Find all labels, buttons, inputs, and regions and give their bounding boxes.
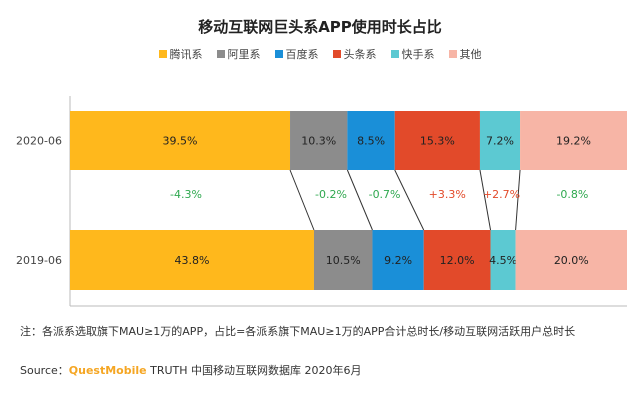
legend: 腾讯系 阿里系 百度系 头条系 快手系 其他 bbox=[0, 46, 640, 62]
bar-segment bbox=[394, 111, 480, 170]
connector-line bbox=[515, 169, 521, 231]
legend-label: 快手系 bbox=[401, 48, 435, 61]
data-label: 7.2% bbox=[486, 135, 514, 148]
bar-segment bbox=[290, 111, 348, 170]
data-label: 10.3% bbox=[301, 135, 336, 148]
change-label: +3.3% bbox=[429, 188, 466, 201]
data-label: 39.5% bbox=[163, 135, 198, 148]
chart-title: 移动互联网巨头系APP使用时长占比 bbox=[198, 18, 442, 36]
connector-line bbox=[289, 169, 315, 231]
legend-swatch bbox=[216, 50, 225, 58]
data-label: 4.5% bbox=[489, 254, 517, 267]
legend-swatch bbox=[332, 50, 341, 58]
bar-segment bbox=[479, 111, 521, 170]
legend-label: 腾讯系 bbox=[169, 48, 203, 61]
category-tick-label: 2019-06 bbox=[16, 254, 62, 267]
legend-label: 百度系 bbox=[285, 48, 319, 61]
legend-swatch bbox=[448, 50, 457, 58]
bar-segment bbox=[520, 111, 627, 170]
legend-label: 头条系 bbox=[343, 48, 377, 61]
bar-segment bbox=[347, 111, 395, 170]
data-label: 10.5% bbox=[326, 254, 361, 267]
bar-segment bbox=[313, 230, 373, 290]
connector-line bbox=[346, 169, 373, 231]
legend-item: 阿里系 bbox=[216, 46, 261, 62]
data-label: 19.2% bbox=[556, 135, 591, 148]
legend-label: 其他 bbox=[459, 48, 482, 61]
change-label: -0.2% bbox=[315, 188, 347, 201]
category-tick-label: 2020-06 bbox=[16, 135, 62, 148]
bar-segment bbox=[423, 230, 491, 290]
bar-segment bbox=[70, 111, 291, 170]
change-label: -0.7% bbox=[369, 188, 401, 201]
change-label: +2.7% bbox=[483, 188, 520, 201]
legend-item: 百度系 bbox=[274, 46, 319, 62]
legend-item: 腾讯系 bbox=[158, 46, 203, 62]
legend-swatch bbox=[390, 50, 399, 58]
bar-segment bbox=[372, 230, 424, 290]
footnote: 注：各派系选取旗下MAU≥1万的APP，占比=各派系旗下MAU≥1万的APP合计… bbox=[20, 325, 576, 338]
source-brand: QuestMobile bbox=[68, 364, 147, 377]
data-label: 15.3% bbox=[420, 135, 455, 148]
data-label: 9.2% bbox=[384, 254, 412, 267]
source-line: Source：QuestMobile TRUTH 中国移动互联网数据库 2020… bbox=[20, 362, 362, 378]
legend-item: 头条系 bbox=[332, 46, 377, 62]
legend-swatch bbox=[274, 50, 283, 58]
legend-label: 阿里系 bbox=[227, 48, 261, 61]
source-prefix: Source： bbox=[20, 364, 69, 377]
connector-line bbox=[479, 169, 492, 231]
source-rest: TRUTH 中国移动互联网数据库 2020年6月 bbox=[146, 364, 362, 377]
legend-swatch bbox=[158, 50, 167, 58]
bar-segment bbox=[490, 230, 516, 290]
change-label: -0.8% bbox=[556, 188, 588, 201]
bar-segment bbox=[515, 230, 627, 290]
change-label: -4.3% bbox=[170, 188, 202, 201]
bar-segment bbox=[70, 230, 314, 290]
legend-item: 其他 bbox=[448, 46, 482, 62]
legend-item: 快手系 bbox=[390, 46, 435, 62]
data-label: 20.0% bbox=[554, 254, 589, 267]
data-label: 8.5% bbox=[357, 135, 385, 148]
data-label: 12.0% bbox=[440, 254, 475, 267]
connector-line bbox=[394, 169, 425, 231]
data-label: 43.8% bbox=[175, 254, 210, 267]
